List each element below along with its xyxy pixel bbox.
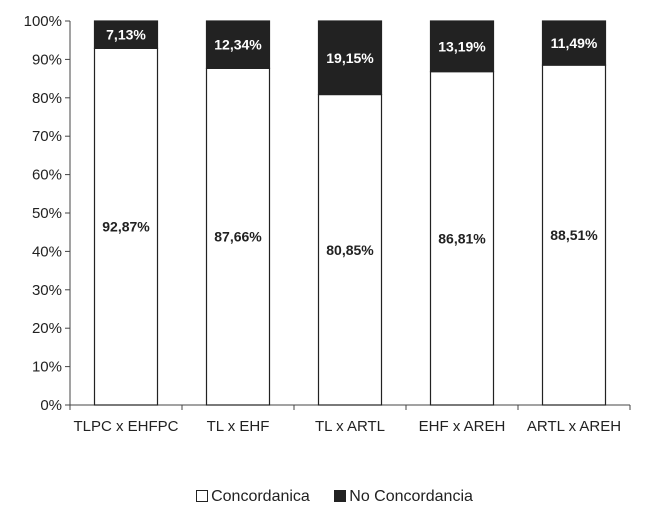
- bar-segment-no-concordancia: [429, 20, 495, 73]
- legend-item-no-concordancia: No Concordancia: [334, 488, 473, 506]
- y-tick-label: 80%: [32, 90, 62, 107]
- legend-item-concordanica: Concordanica: [196, 488, 310, 506]
- bar-segment-no-concordancia: [317, 20, 383, 96]
- data-label-concordanica: 86,81%: [438, 230, 486, 246]
- y-tick-label: 10%: [32, 359, 62, 376]
- legend-label-no-concordancia: No Concordancia: [349, 488, 473, 505]
- y-tick-label: 40%: [32, 243, 62, 260]
- data-label-no-concordancia: 7,13%: [106, 27, 146, 43]
- data-label-concordanica: 87,66%: [214, 229, 262, 245]
- x-category-label: EHF x AREH: [419, 418, 506, 435]
- x-category-label: ARTL x AREH: [527, 418, 621, 435]
- bar-segment-concordanica: [541, 64, 607, 406]
- y-tick-label: 30%: [32, 282, 62, 299]
- bar-segment-no-concordancia: [205, 20, 271, 69]
- data-label-no-concordancia: 13,19%: [438, 38, 486, 54]
- data-label-concordanica: 92,87%: [102, 219, 150, 235]
- y-tick-label: 70%: [32, 128, 62, 145]
- y-tick-label: 20%: [32, 320, 62, 337]
- x-category-label: TL x EHF: [207, 418, 270, 435]
- bar-segment-no-concordancia: [93, 20, 159, 49]
- bar-segment-concordanica: [317, 93, 383, 406]
- data-label-no-concordancia: 19,15%: [326, 50, 374, 66]
- bar-segment-no-concordancia: [541, 20, 607, 66]
- bar-segment-concordanica: [429, 71, 495, 406]
- data-label-no-concordancia: 11,49%: [551, 35, 598, 51]
- y-tick-label: 60%: [32, 167, 62, 184]
- data-label-concordanica: 80,85%: [326, 242, 374, 258]
- legend-label-concordanica: Concordanica: [211, 488, 310, 505]
- y-tick-label: 0%: [40, 397, 62, 414]
- y-tick-label: 100%: [24, 13, 62, 30]
- data-label-no-concordancia: 12,34%: [214, 37, 262, 53]
- x-category-label: TL x ARTL: [315, 418, 385, 435]
- bar-segment-concordanica: [205, 67, 271, 406]
- legend-swatch-black: [334, 490, 347, 502]
- legend: Concordanica No Concordancia: [0, 488, 669, 506]
- y-tick-label: 50%: [32, 205, 62, 222]
- x-category-label: TLPC x EHFPC: [73, 418, 178, 435]
- data-label-concordanica: 88,51%: [550, 227, 598, 243]
- legend-swatch-white: [196, 490, 209, 502]
- y-tick-label: 90%: [32, 51, 62, 68]
